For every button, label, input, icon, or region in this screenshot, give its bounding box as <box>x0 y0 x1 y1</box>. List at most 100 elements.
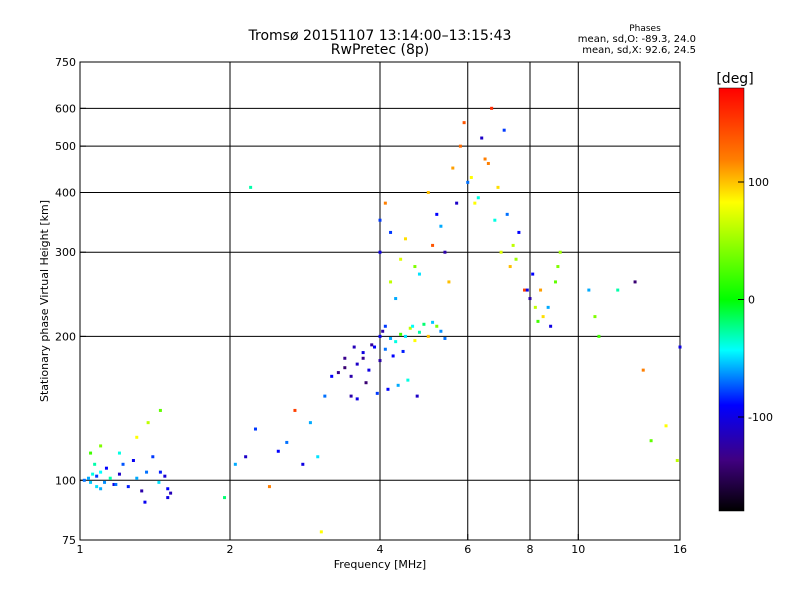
data-point <box>361 351 365 355</box>
data-point <box>553 280 557 284</box>
data-point <box>381 329 385 333</box>
data-point <box>664 424 668 428</box>
data-point <box>415 394 419 398</box>
data-point <box>399 257 403 261</box>
data-point <box>517 230 521 234</box>
data-point <box>223 496 227 500</box>
data-point <box>593 315 597 319</box>
data-point <box>112 482 116 486</box>
chart-title: Tromsø 20151107 13:14:00–13:15:43 <box>248 28 512 44</box>
data-point <box>143 500 147 504</box>
data-point <box>505 212 509 216</box>
data-point <box>403 237 407 241</box>
data-point <box>466 180 470 184</box>
data-point <box>539 288 543 292</box>
data-points <box>82 106 682 534</box>
stats-heading: Phases <box>629 24 661 34</box>
data-point <box>293 408 297 412</box>
data-point <box>462 121 466 125</box>
data-point <box>95 474 99 478</box>
colorbar: [deg] 100 0 -100 <box>716 71 773 512</box>
data-point <box>117 472 121 476</box>
data-point <box>166 496 170 500</box>
data-point <box>406 378 410 382</box>
data-point <box>536 319 540 323</box>
data-point <box>244 455 248 459</box>
stats-line-x: mean, sd,X: 92.6, 24.5 <box>582 45 696 56</box>
data-point <box>104 466 108 470</box>
data-point <box>549 324 553 328</box>
data-point <box>417 272 421 276</box>
data-point <box>597 334 601 338</box>
data-point <box>587 288 591 292</box>
data-point <box>233 462 237 466</box>
data-point <box>135 435 139 439</box>
y-tick-label: 75 <box>62 534 76 547</box>
data-point <box>417 330 421 334</box>
data-point <box>378 359 382 363</box>
data-point <box>403 334 407 338</box>
data-point <box>378 334 382 338</box>
y-axis-title: Stationary phase Virtual Height [km] <box>38 200 51 402</box>
data-point <box>426 190 430 194</box>
data-point <box>364 381 368 385</box>
data-point <box>163 474 167 478</box>
y-tick-label: 750 <box>55 56 76 69</box>
x-tick-label: 8 <box>527 543 534 556</box>
data-point <box>413 265 417 269</box>
data-point <box>401 349 405 353</box>
data-point <box>145 470 149 474</box>
data-point <box>276 449 280 453</box>
data-point <box>616 288 620 292</box>
data-point <box>308 421 312 425</box>
data-point <box>323 394 327 398</box>
data-point <box>121 462 125 466</box>
data-point <box>455 201 459 205</box>
data-point <box>435 324 439 328</box>
y-tick-label: 300 <box>55 246 76 259</box>
data-point <box>93 462 97 466</box>
data-point <box>383 347 387 351</box>
data-point <box>349 374 353 378</box>
data-point <box>394 340 398 344</box>
colorbar-ticks: 100 0 -100 <box>738 176 773 424</box>
data-point <box>126 485 130 489</box>
x-tick-label: 10 <box>571 543 585 556</box>
x-tick-label: 1 <box>77 543 84 556</box>
data-point <box>373 345 377 349</box>
y-tick-label: 200 <box>55 330 76 343</box>
data-point <box>301 462 305 466</box>
y-tick-label: 400 <box>55 186 76 199</box>
data-point <box>426 334 430 338</box>
data-point <box>169 491 173 495</box>
data-point <box>556 265 560 269</box>
plot-area: 1 2 4 6 8 10 16 75 100 200 300 400 500 600 750 <box>55 56 687 556</box>
y-tick-labels: 75 100 200 300 400 500 600 750 <box>55 56 76 547</box>
data-point <box>103 480 107 484</box>
data-point <box>528 297 532 301</box>
data-point <box>422 322 426 326</box>
data-point <box>641 368 645 372</box>
data-point <box>496 185 500 189</box>
data-point <box>158 408 162 412</box>
colorbar-tick-label: 100 <box>748 176 769 189</box>
data-point <box>389 336 393 340</box>
data-point <box>431 243 435 247</box>
data-point <box>447 280 451 284</box>
data-point <box>367 368 371 372</box>
data-point <box>361 356 365 360</box>
data-point <box>411 324 415 328</box>
data-point <box>352 345 356 349</box>
grid-lines <box>80 62 680 540</box>
data-point <box>490 106 494 110</box>
data-point <box>157 480 161 484</box>
x-tick-label: 2 <box>227 543 234 556</box>
data-point <box>399 332 403 336</box>
data-point <box>558 250 562 254</box>
data-point <box>439 224 443 228</box>
y-tick-label: 600 <box>55 102 76 115</box>
data-point <box>135 476 139 480</box>
data-point <box>649 439 653 443</box>
data-point <box>493 218 497 222</box>
data-point <box>389 280 393 284</box>
